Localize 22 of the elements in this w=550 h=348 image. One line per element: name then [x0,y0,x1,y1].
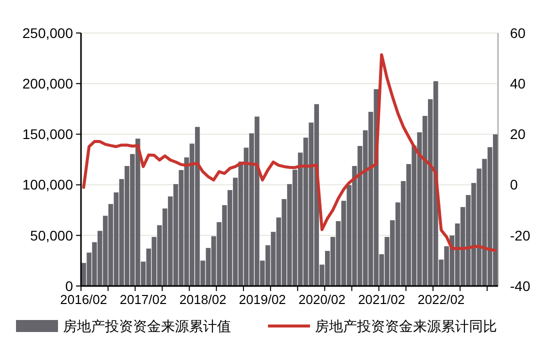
y-tick-label: 100,000 [22,176,74,193]
y2-tick-label: 0 [510,176,518,193]
y2-tick-label: 60 [510,24,526,41]
y-tick-label: 50,000 [30,227,74,244]
line-series [82,53,497,252]
x-tick-label: 2018/02 [179,292,226,307]
y2-tick-label: 20 [510,126,526,142]
y-tick-label: 0 [65,278,74,294]
x-tick-label: 2021/02 [358,292,406,307]
y-tick-label: 200,000 [22,76,74,92]
x-tick-label: 2016/02 [60,292,108,307]
legend-label: 房地产投资资金来源累计同比 [315,318,497,334]
y-tick-label: 250,000 [22,24,74,41]
y2-tick-label: -20 [510,227,530,244]
x-tick-label: 2017/02 [120,292,167,307]
x-tick-label: 2020/02 [298,292,346,307]
x-tick-label: 2022/02 [418,292,465,307]
legend-label: 房地产投资资金来源累计值 [63,318,231,334]
y-tick-label: 150,000 [22,126,74,142]
y2-tick-label: -40 [510,278,530,294]
x-tick-label: 2019/02 [238,292,286,307]
y2-tick-label: 40 [510,76,526,92]
